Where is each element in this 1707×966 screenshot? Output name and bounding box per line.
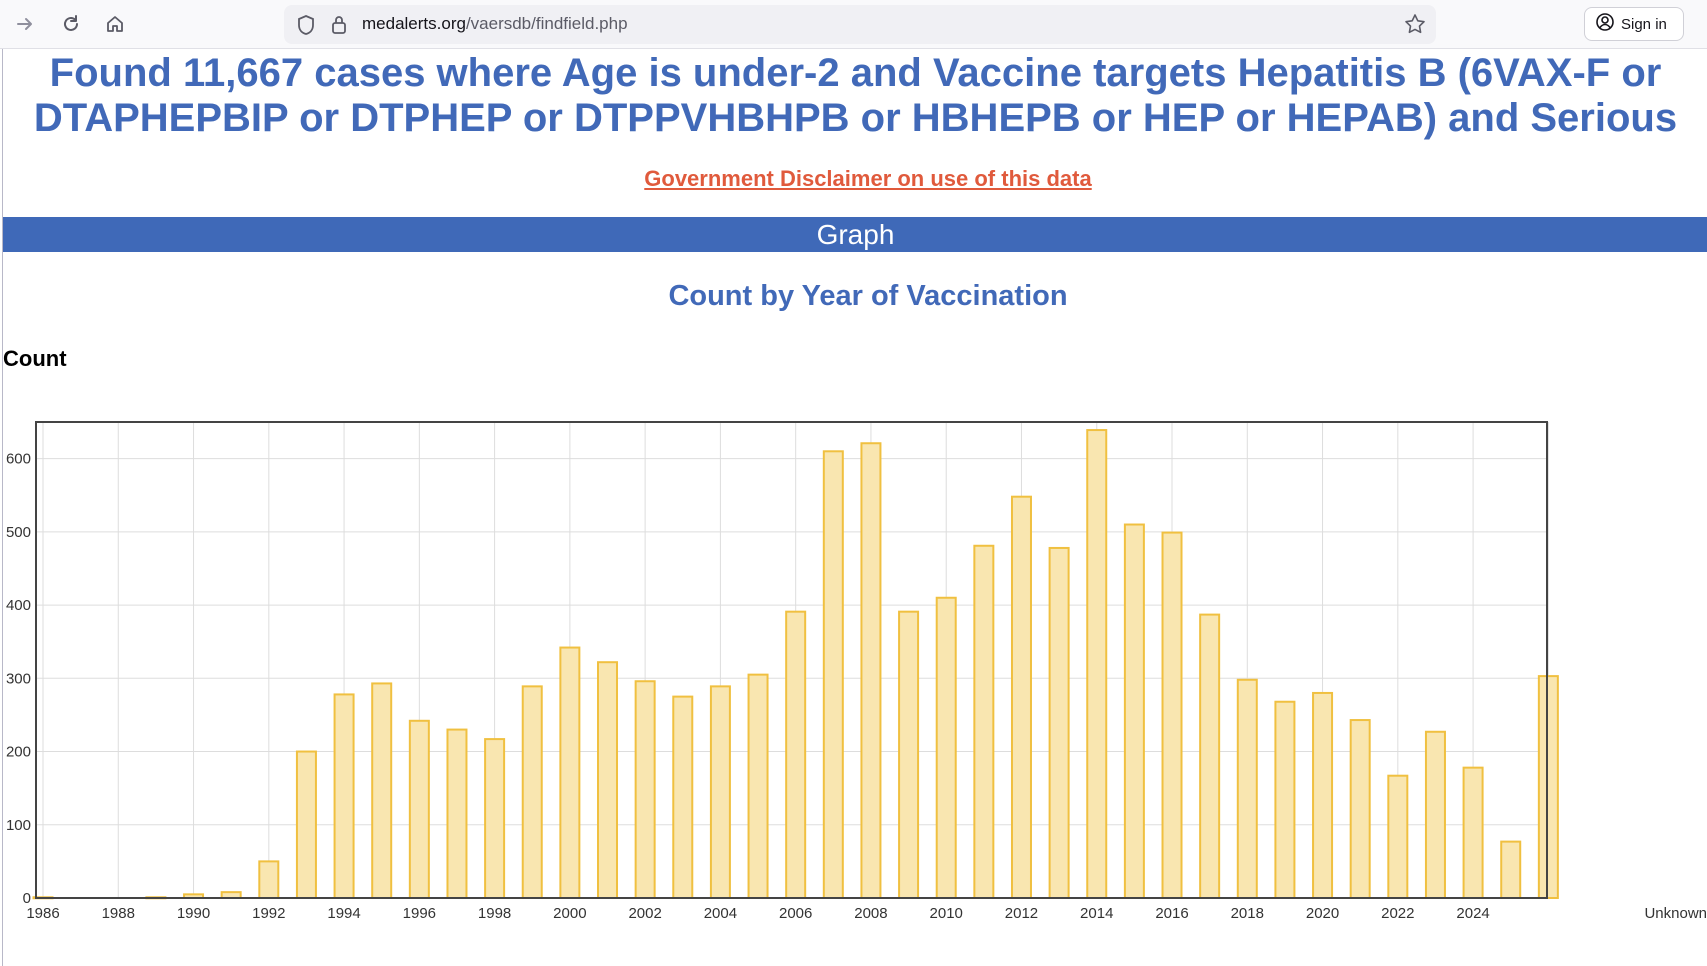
bar-1997 [446, 728, 468, 900]
y-tick-label: 400 [6, 597, 31, 614]
x-tick-label: 2016 [1155, 905, 1188, 922]
chart-title: Count by Year of Vaccination [668, 280, 1068, 312]
x-tick-label: 2008 [854, 905, 887, 922]
sign-in-label: Sign in [1621, 15, 1667, 33]
bar-2013 [1048, 546, 1070, 900]
x-tick-label: 2006 [779, 905, 812, 922]
browser-toolbar: medalerts.org/vaersdb/findfield.php Sign… [0, 0, 1707, 49]
home-icon[interactable] [100, 9, 130, 39]
bar-2025 [1500, 840, 1522, 899]
bar-2004 [709, 685, 731, 899]
bar-1993 [295, 750, 317, 899]
bar-2006 [785, 610, 807, 899]
bar-2021 [1349, 719, 1371, 899]
x-tick-label: 1990 [177, 905, 210, 922]
bar-2011 [973, 544, 995, 899]
bar-2001 [597, 661, 619, 899]
page-content: Found 11,667 cases where Age is under-2 … [2, 49, 1707, 966]
y-axis-label: Count [3, 346, 67, 371]
bar-2008 [860, 442, 882, 900]
bar-2018 [1236, 678, 1258, 899]
bar-2016 [1161, 531, 1183, 899]
x-tick-label: 1994 [327, 905, 360, 922]
bar-2002 [634, 680, 656, 899]
bar-2022 [1387, 774, 1409, 900]
bar-2000 [559, 646, 581, 899]
url-text[interactable]: medalerts.org/vaersdb/findfield.php [362, 14, 628, 34]
star-icon[interactable] [1404, 13, 1426, 40]
x-tick-label: 2020 [1306, 905, 1339, 922]
x-tick-label: 2014 [1080, 905, 1113, 922]
sign-in-button[interactable]: Sign in [1584, 7, 1684, 41]
y-tick-label: 100 [6, 817, 31, 834]
x-tick-label: 2024 [1456, 905, 1489, 922]
back-arrow-icon[interactable] [10, 9, 40, 39]
bar-2005 [747, 673, 769, 899]
y-tick-label: 500 [6, 524, 31, 541]
bar-2015 [1123, 523, 1145, 900]
x-tick-label: 1986 [26, 905, 59, 922]
page-title: Found 11,667 cases where Age is under-2 … [33, 51, 1678, 140]
bar-2003 [672, 695, 694, 899]
bar-2007 [822, 450, 844, 900]
bar-2012 [1010, 495, 1032, 900]
x-tick-label: 1996 [403, 905, 436, 922]
disclaimer-link[interactable]: Government Disclaimer on use of this dat… [644, 166, 1092, 191]
plot-frame [35, 421, 1548, 899]
url-bar[interactable]: medalerts.org/vaersdb/findfield.php [284, 5, 1436, 44]
bar-Unknown [1537, 675, 1559, 900]
bar-1998 [484, 738, 506, 899]
x-tick-label: 1992 [252, 905, 285, 922]
bar-1992 [258, 860, 280, 899]
x-tick-label: 2002 [628, 905, 661, 922]
y-tick-label: 600 [6, 451, 31, 468]
x-tick-label: Unknown [1644, 905, 1707, 922]
x-tick-label: 2004 [704, 905, 737, 922]
x-tick-label: 2012 [1005, 905, 1038, 922]
account-icon [1595, 12, 1615, 36]
x-tick-label: 1998 [478, 905, 511, 922]
bar-1995 [371, 682, 393, 899]
bar-chart: 0 100 200 300 400 500 600 1986 1988 1990 1992 1994 1… [6, 421, 1707, 922]
bar-2009 [898, 610, 920, 899]
graph-section-header: Graph [3, 217, 1707, 252]
bar-1994 [333, 693, 355, 899]
x-tick-label: 2022 [1381, 905, 1414, 922]
bar-2019 [1274, 700, 1296, 900]
lock-icon[interactable] [330, 14, 348, 41]
y-tick-label: 0 [23, 890, 31, 907]
bar-2023 [1424, 730, 1446, 899]
y-tick-label: 200 [6, 744, 31, 761]
x-tick-label: 2010 [930, 905, 963, 922]
url-path: /vaersdb/findfield.php [465, 14, 628, 33]
bar-2014 [1086, 429, 1108, 899]
x-tick-label: 2000 [553, 905, 586, 922]
bar-2024 [1462, 766, 1484, 899]
bar-2020 [1312, 691, 1334, 900]
x-tick-label: 1988 [102, 905, 135, 922]
bar-1999 [521, 685, 543, 899]
x-tick-label: 2018 [1231, 905, 1264, 922]
bar-2010 [935, 596, 957, 899]
y-tick-label: 300 [6, 670, 31, 687]
url-host: medalerts.org [362, 14, 466, 33]
bar-2017 [1199, 613, 1221, 899]
reload-icon[interactable] [56, 9, 86, 39]
shield-icon[interactable] [296, 14, 316, 41]
bar-1996 [408, 719, 430, 899]
